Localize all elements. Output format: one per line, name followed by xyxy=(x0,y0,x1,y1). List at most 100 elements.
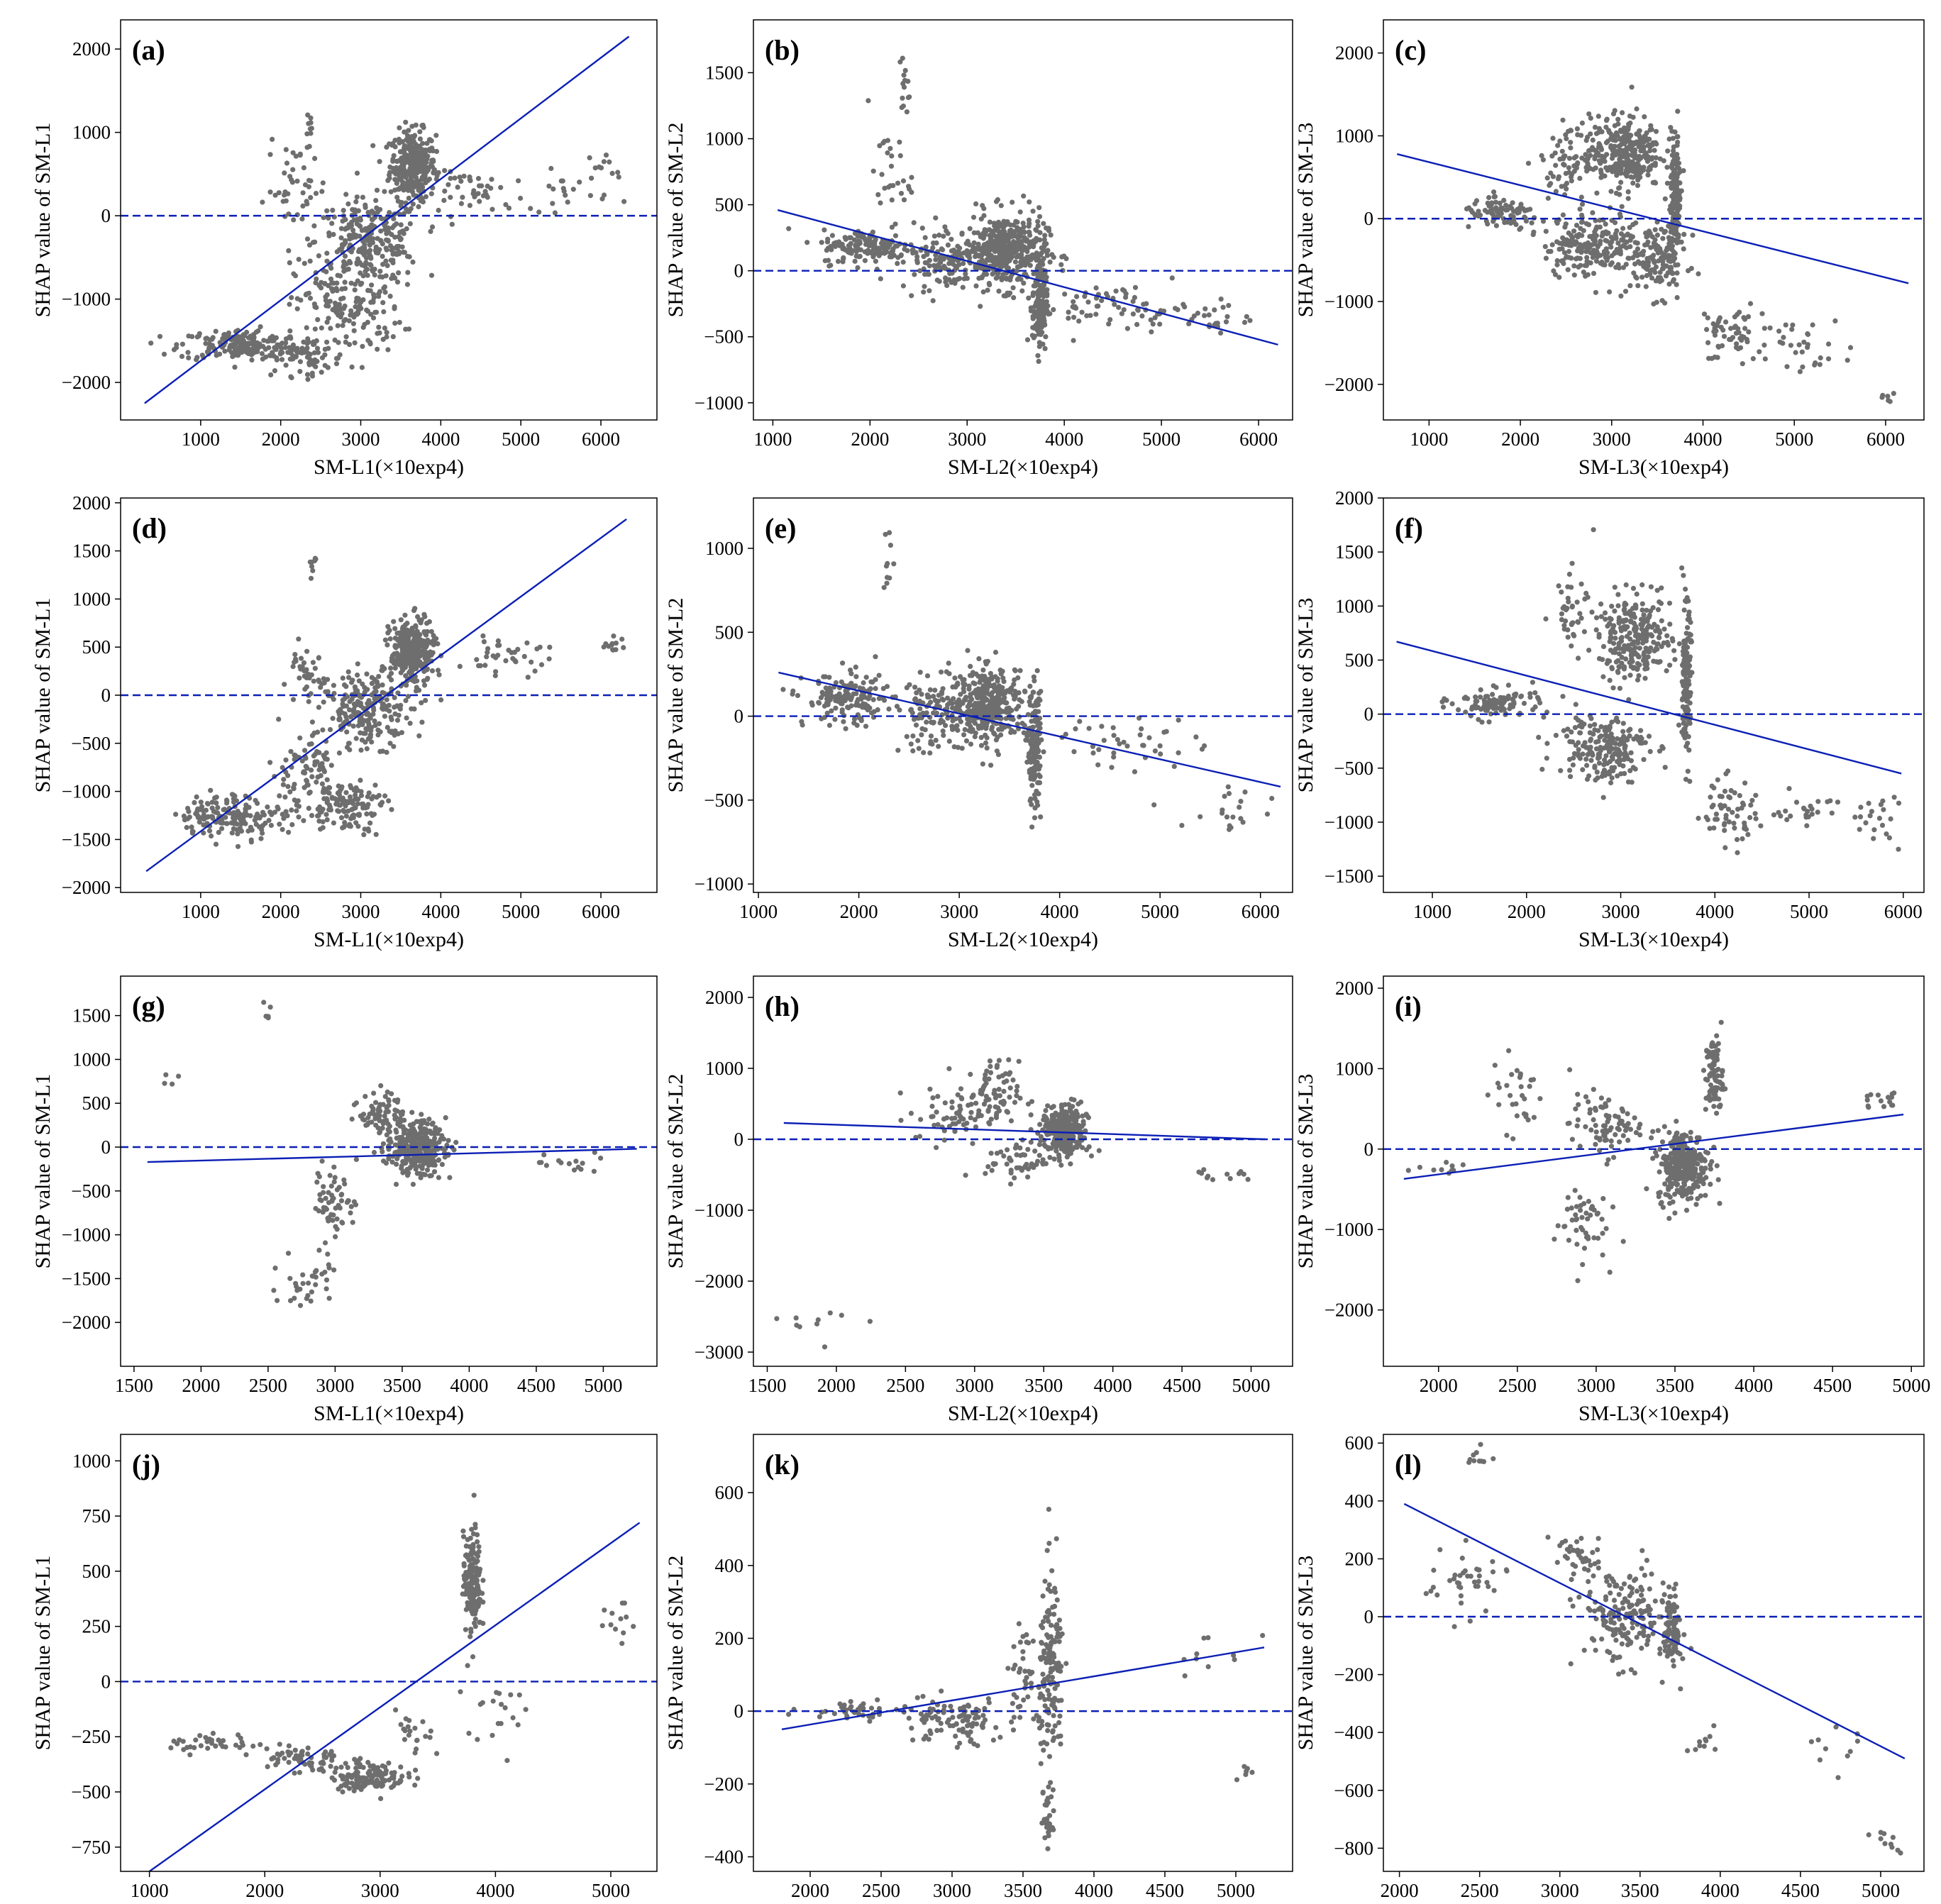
scatter-point xyxy=(1625,231,1630,237)
scatter-point xyxy=(354,194,360,200)
scatter-point xyxy=(179,353,185,359)
scatter-point xyxy=(1036,754,1042,760)
scatter-point xyxy=(1040,273,1046,279)
scatter-point xyxy=(897,59,903,65)
scatter-point xyxy=(840,660,846,666)
scatter-point xyxy=(1622,149,1627,155)
scatter-point xyxy=(387,294,393,299)
scatter-point xyxy=(362,826,367,832)
fit-line-d xyxy=(145,518,627,873)
scatter-point xyxy=(1799,349,1805,355)
scatter-point xyxy=(343,813,349,819)
scatter-point xyxy=(841,719,846,724)
scatter-point xyxy=(324,258,330,264)
scatter-point xyxy=(296,814,302,820)
scatter-point xyxy=(945,695,951,701)
scatter-point xyxy=(422,660,428,666)
scatter-point xyxy=(350,709,356,714)
scatter-point xyxy=(863,675,869,680)
scatter-point xyxy=(996,288,1002,294)
scatter-point xyxy=(277,821,282,827)
scatter-point xyxy=(436,170,441,175)
scatter-point xyxy=(933,215,939,221)
scatter-point xyxy=(1645,167,1651,173)
scatter-point xyxy=(1043,334,1049,340)
scatter-point xyxy=(977,265,983,270)
scatter-point xyxy=(1212,307,1217,313)
scatter-point xyxy=(1033,765,1039,770)
scatter-point xyxy=(819,690,825,695)
scatter-point xyxy=(411,663,416,668)
scatter-point xyxy=(1635,167,1641,172)
scatter-point xyxy=(1018,247,1024,253)
scatter-point xyxy=(980,230,987,236)
scatter-point xyxy=(1549,153,1555,159)
scatter-point xyxy=(346,675,352,680)
scatter-point xyxy=(1762,356,1768,362)
scatter-point xyxy=(209,814,216,819)
y-tick-label: −2000 xyxy=(62,877,111,898)
scatter-point xyxy=(955,745,961,751)
scatter-point xyxy=(1629,84,1635,90)
scatter-point xyxy=(1499,205,1505,211)
scatter-point xyxy=(1669,175,1674,180)
scatter-point xyxy=(148,341,154,346)
scatter-point xyxy=(377,159,382,165)
scatter-point xyxy=(1035,223,1041,228)
scatter-point xyxy=(372,696,377,702)
scatter-point xyxy=(311,301,317,307)
scatter-point xyxy=(1559,241,1565,247)
y-tick-label: −500 xyxy=(71,733,111,754)
scatter-point xyxy=(991,238,997,244)
scatter-point xyxy=(1554,262,1560,267)
scatter-point xyxy=(308,178,314,184)
scatter-point xyxy=(1750,356,1756,362)
scatter-point xyxy=(288,748,294,754)
scatter-point xyxy=(936,279,942,284)
scatter-point xyxy=(385,724,390,730)
scatter-point xyxy=(1628,174,1634,179)
scatter-point xyxy=(287,174,293,179)
scatter-point xyxy=(897,153,903,159)
x-tick-label: 1000 xyxy=(1410,428,1448,450)
scatter-point xyxy=(949,236,954,242)
scatter-point xyxy=(1627,244,1633,250)
scatter-point xyxy=(359,248,365,254)
x-tick-label: 3000 xyxy=(342,428,380,450)
scatter-point xyxy=(290,342,296,348)
scatter-point xyxy=(1566,155,1573,161)
scatter-point xyxy=(1157,321,1163,327)
scatter-point xyxy=(1556,275,1562,280)
x-tick-label: 1000 xyxy=(753,428,792,450)
scatter-point xyxy=(833,705,839,711)
scatter-point xyxy=(1017,263,1023,269)
scatter-point xyxy=(978,677,983,683)
scatter-point xyxy=(1625,255,1631,261)
scatter-point xyxy=(370,209,376,215)
scatter-point xyxy=(1657,275,1663,281)
scatter-point xyxy=(300,203,306,209)
scatter-point xyxy=(968,663,973,670)
y-tick-label: 0 xyxy=(1364,208,1374,229)
scatter-point xyxy=(956,262,962,267)
scatter-point xyxy=(889,248,895,254)
scatter-point xyxy=(355,661,360,667)
scatter-point xyxy=(290,167,296,172)
x-tick-label: 5000 xyxy=(502,901,540,922)
scatter-point xyxy=(1485,200,1491,206)
scatter-point xyxy=(1674,192,1679,198)
scatter-point xyxy=(384,144,389,150)
scatter-point xyxy=(780,687,786,692)
scatter-point xyxy=(828,243,834,249)
scatter-point xyxy=(1019,288,1025,294)
scatter-point xyxy=(361,832,367,838)
scatter-point xyxy=(282,189,288,195)
scatter-point xyxy=(1037,763,1043,769)
scatter-point xyxy=(348,782,353,789)
scatter-point xyxy=(266,817,272,824)
scatter-point xyxy=(390,156,396,162)
scatter-point xyxy=(922,284,927,289)
scatter-point xyxy=(1035,780,1041,785)
scatter-point xyxy=(291,217,297,223)
scatter-point xyxy=(390,334,396,340)
